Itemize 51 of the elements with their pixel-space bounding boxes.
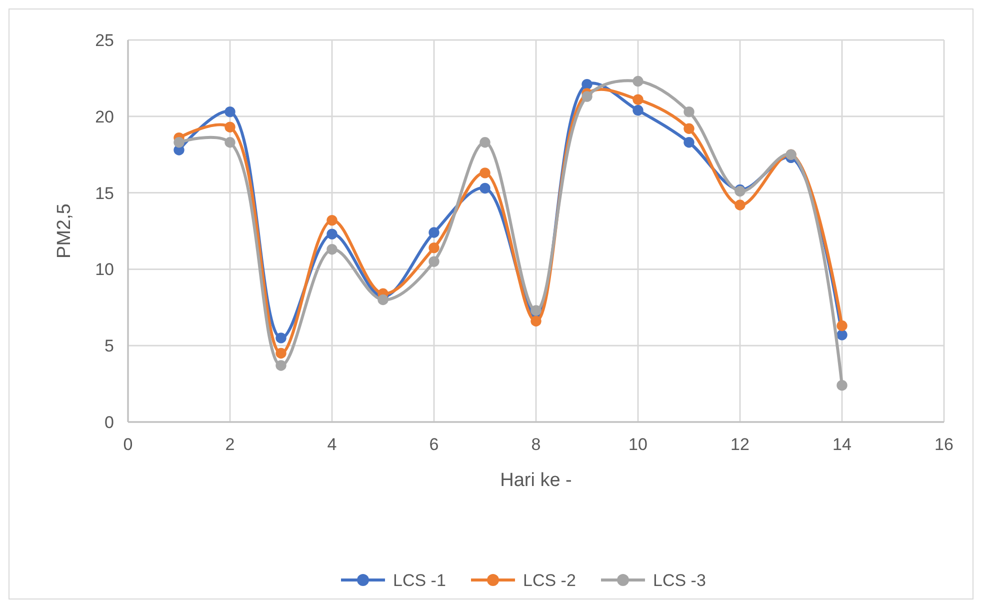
point [428,242,440,254]
y-tick-label: 5 [104,336,114,356]
point [632,94,644,105]
y-tick-label: 0 [104,412,114,432]
y-tick-label: 10 [95,260,114,280]
y-tick-label: 25 [95,30,114,50]
y-axis-title: PM2,5 [54,204,75,258]
point [326,214,338,226]
x-tick-label: 0 [123,435,133,454]
x-tick-label: 16 [934,435,954,454]
point [582,91,592,102]
point [224,106,236,118]
point [276,348,286,359]
legend-label: LCS -2 [523,570,576,590]
point [684,106,694,118]
point [480,168,490,178]
point [632,76,644,87]
point [276,360,286,371]
point [836,330,848,340]
point [632,104,644,116]
x-tick-label: 6 [429,435,439,454]
x-axis-title: Hari ke - [500,470,572,491]
point [480,182,490,194]
y-tick-label: 20 [95,107,114,126]
x-tick-label: 4 [327,435,337,454]
point [224,137,236,148]
point [378,294,388,306]
point [326,244,338,255]
x-tick-label: 10 [628,435,648,454]
point [326,228,338,240]
y-tick-label: 15 [95,184,114,203]
point [530,316,542,326]
point [428,256,440,267]
point [224,122,236,132]
point [836,380,848,391]
x-tick-label: 2 [225,435,235,454]
point [530,305,542,316]
point [276,332,286,344]
point [836,320,848,332]
point [174,137,184,148]
point [684,123,694,134]
legend-label: LCS -1 [393,570,446,590]
legend-label: LCS -3 [653,570,706,590]
point [582,78,592,90]
point [734,200,746,210]
point [684,137,694,148]
x-tick-label: 8 [531,435,541,454]
point [428,227,440,238]
point [480,137,490,148]
x-tick-label: 14 [832,435,852,454]
x-tick-label: 12 [730,435,750,454]
